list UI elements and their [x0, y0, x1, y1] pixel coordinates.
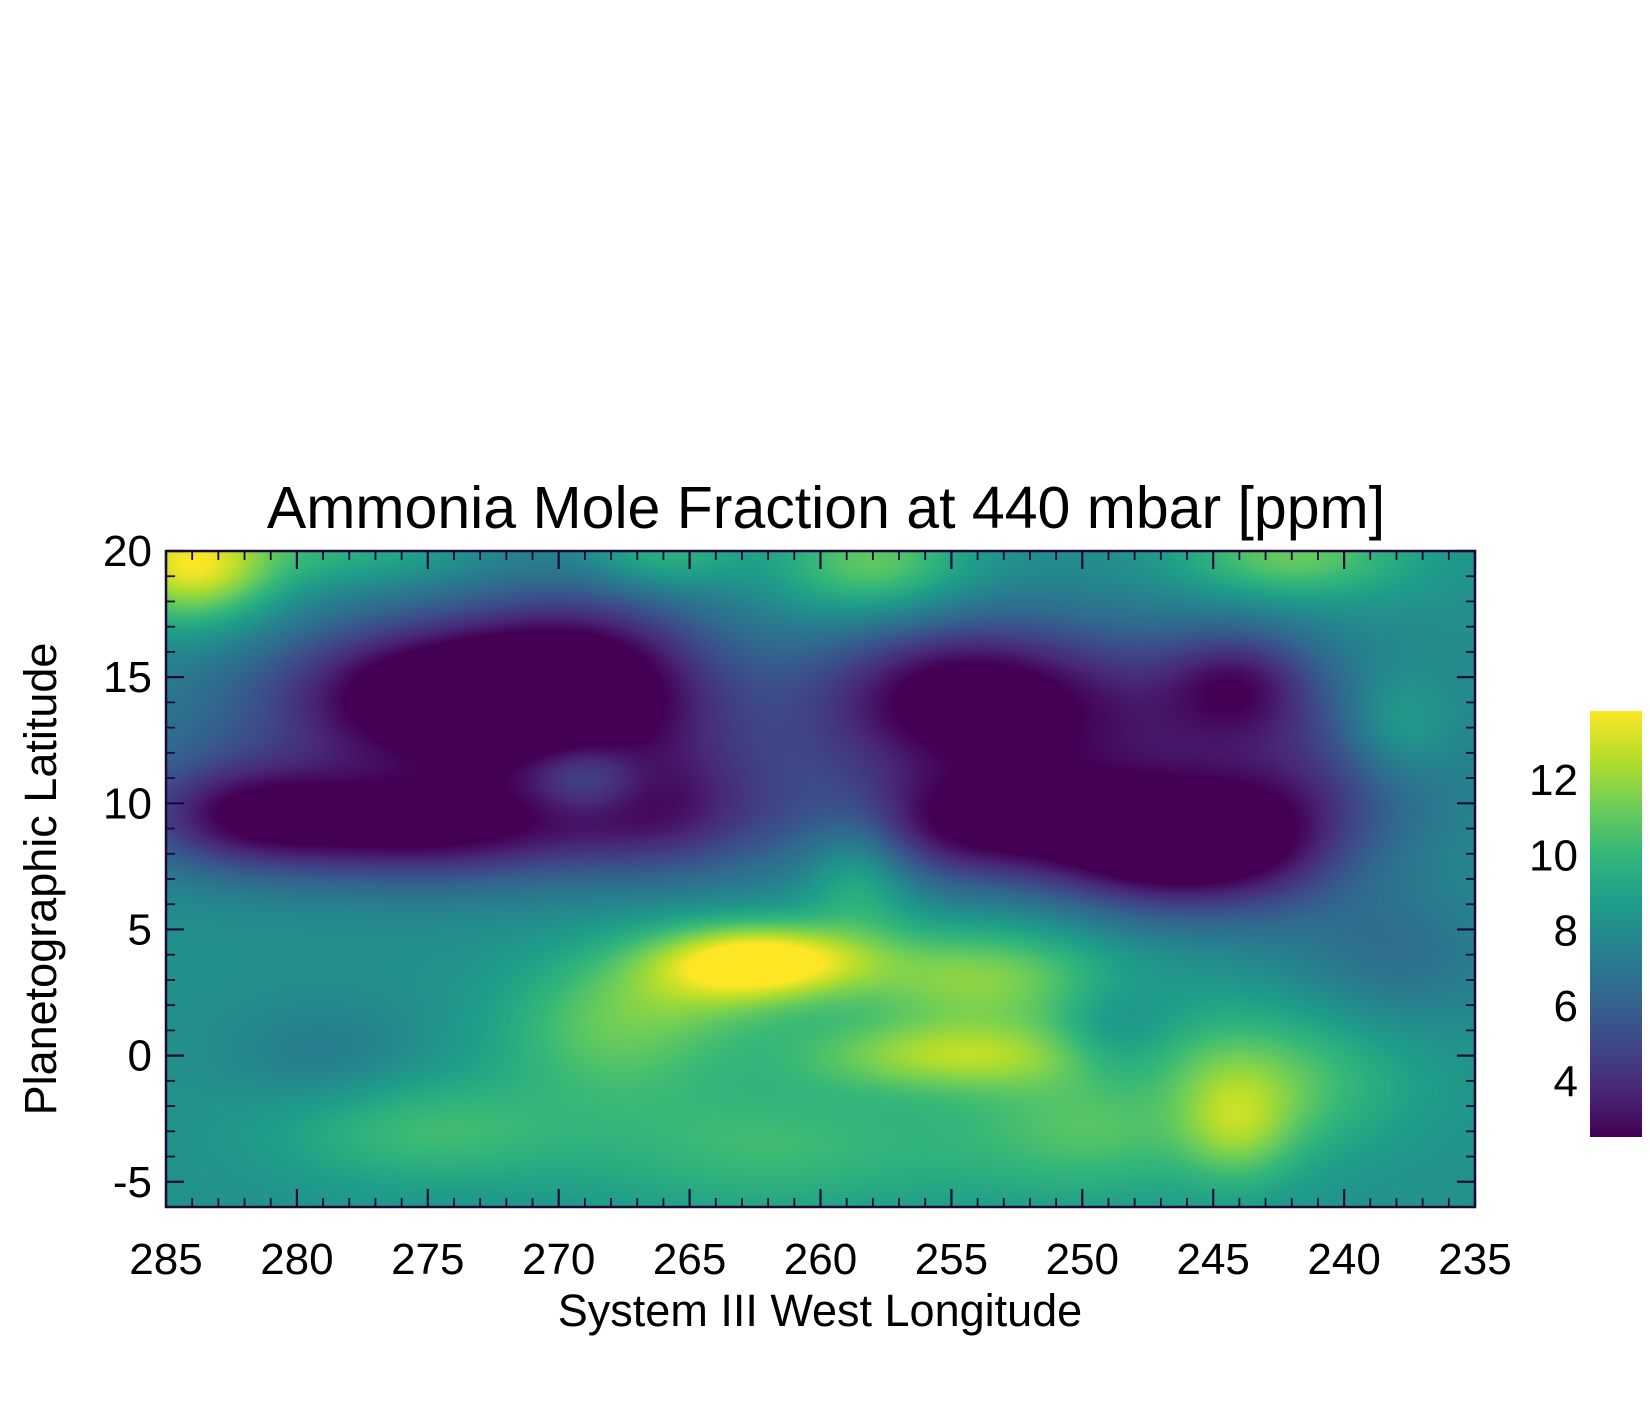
plot-area: 285 280 275 270 265 260 255 250 245 240 235 -5 0 5 10… [103, 527, 1512, 1284]
x-tick-label: 285 [129, 1235, 202, 1284]
y-tick-label: 5 [128, 905, 152, 954]
y-axis-label: Planetographic Latitude [15, 643, 66, 1116]
x-tick-label: 255 [915, 1235, 988, 1284]
x-tick-label: 240 [1307, 1235, 1380, 1284]
colorbar-tick-label: 4 [1554, 1057, 1578, 1106]
colorbar-tick-label: 10 [1529, 831, 1578, 880]
y-tick-label: 20 [103, 527, 152, 576]
x-tick-label: 275 [391, 1235, 464, 1284]
colorbar: 4 6 8 10 12 [1529, 711, 1642, 1137]
colorbar-ticks: 4 6 8 10 12 [1529, 756, 1578, 1107]
chart-title: Ammonia Mole Fraction at 440 mbar [ppm] [267, 475, 1385, 541]
colorbar-gradient [1590, 711, 1642, 1137]
colorbar-tick-label: 8 [1554, 907, 1578, 956]
x-tick-label: 265 [653, 1235, 726, 1284]
x-tick-label: 270 [522, 1235, 595, 1284]
x-axis-label: System III West Longitude [558, 1285, 1082, 1336]
x-tick-label: 280 [260, 1235, 333, 1284]
y-tick-label: 15 [103, 653, 152, 702]
colorbar-tick-label: 6 [1554, 982, 1578, 1031]
y-tick-label: 0 [128, 1032, 152, 1081]
y-tick-label: 10 [103, 779, 152, 828]
x-tick-label: 260 [784, 1235, 857, 1284]
x-tick-label: 245 [1176, 1235, 1249, 1284]
y-tick-label: -5 [113, 1158, 152, 1207]
heatmap-image [166, 551, 1475, 1207]
x-tick-label: 235 [1438, 1235, 1511, 1284]
x-tick-label: 250 [1046, 1235, 1119, 1284]
colorbar-tick-label: 12 [1529, 756, 1578, 805]
